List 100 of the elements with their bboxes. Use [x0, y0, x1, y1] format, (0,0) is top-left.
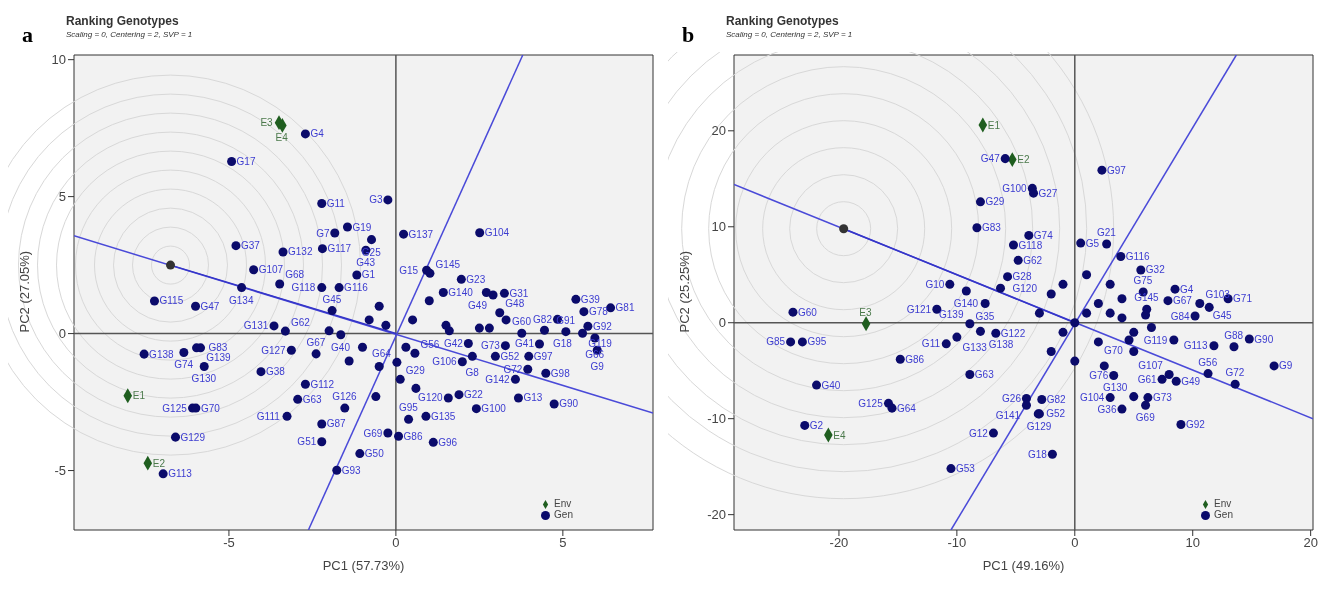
y-tick-label: -5: [54, 463, 66, 479]
data-label: G84: [1170, 310, 1191, 322]
data-label: G49: [1181, 375, 1201, 387]
data-label: G78: [588, 306, 609, 318]
data-label: G45: [322, 293, 342, 305]
x-axis-title: PC1 (57.73%): [322, 558, 405, 573]
data-label: G69: [363, 427, 383, 439]
data-label: G135: [430, 410, 456, 422]
data-label: G113: [1183, 340, 1208, 352]
data-label: G35: [975, 310, 995, 322]
data-label: G1: [361, 269, 376, 281]
data-label: G12: [969, 427, 989, 439]
data-label: G71: [1233, 293, 1253, 305]
data-label: G115: [159, 295, 184, 307]
data-label: G67: [1172, 295, 1193, 307]
data-label: G97: [533, 350, 554, 362]
data-label: G82: [1046, 393, 1067, 405]
data-label: E3: [260, 117, 274, 129]
data-label: G139: [939, 309, 964, 321]
data-label: G74: [1033, 229, 1054, 241]
data-label: E2: [152, 457, 166, 469]
data-label: G4: [310, 128, 325, 140]
y-tick-label: 10: [51, 52, 66, 68]
data-label: G11: [921, 338, 941, 350]
legend-label: Gen: [554, 509, 573, 520]
data-label: G22: [464, 389, 484, 401]
data-label: G98: [550, 367, 571, 379]
data-label: G131: [243, 320, 269, 332]
data-label: G83: [208, 342, 228, 354]
data-label: G129: [180, 431, 206, 443]
data-label: G120: [418, 392, 444, 404]
y-tick-label: -10: [707, 411, 726, 427]
chart-title: Ranking Genotypes: [66, 14, 179, 28]
data-label: G56: [1198, 356, 1218, 368]
data-label: G48: [505, 298, 525, 310]
data-label: G19: [352, 221, 372, 233]
data-label: G10: [925, 278, 945, 290]
data-label: G106: [432, 356, 458, 368]
data-label: G125: [858, 397, 884, 409]
data-label: G86: [905, 353, 925, 365]
data-label: G11: [326, 197, 346, 209]
data-label: G7: [316, 227, 330, 239]
data-label: G122: [1000, 327, 1026, 339]
data-label: G126: [332, 391, 358, 403]
legend-label: Env: [554, 498, 572, 509]
data-label: G26: [1002, 393, 1022, 405]
chart-subtitle: Scaling = 0, Centering = 2, SVP = 1: [66, 30, 193, 39]
x-tick-label: 10: [1185, 535, 1200, 551]
data-label: G42: [443, 337, 464, 349]
data-label: G103: [1205, 288, 1231, 300]
data-label: G47: [200, 300, 220, 312]
data-label: G47: [980, 153, 1001, 165]
data-label: G88: [1224, 329, 1244, 341]
data-label: G138: [988, 338, 1014, 350]
data-label: G49: [468, 299, 488, 311]
data-label: G85: [766, 336, 786, 348]
data-label: E4: [833, 429, 847, 441]
x-tick-label: 20: [1303, 535, 1318, 551]
data-label: G121: [906, 303, 932, 315]
data-label: G51: [297, 436, 317, 448]
data-label: G13: [523, 392, 543, 404]
data-label: G138: [149, 348, 175, 360]
data-label: G104: [484, 227, 510, 239]
data-label: G9: [590, 361, 605, 373]
data-label: G53: [955, 463, 976, 475]
data-label: G38: [265, 366, 286, 378]
data-label: G66: [585, 348, 605, 360]
data-label: G40: [821, 379, 841, 391]
data-label: G15: [399, 264, 419, 276]
data-label: G4: [1180, 283, 1194, 295]
data-label: G21: [1096, 227, 1117, 239]
data-label: G67: [306, 336, 326, 348]
data-label: G100: [481, 403, 507, 415]
data-label: G133: [962, 341, 988, 353]
data-label: G2: [809, 419, 824, 431]
data-label: G36: [1097, 403, 1117, 415]
data-label: G118: [291, 282, 316, 294]
data-label: G130: [1102, 382, 1128, 394]
data-label: G41: [515, 338, 535, 350]
data-label: G23: [466, 273, 486, 285]
data-label: G116: [1125, 251, 1150, 263]
data-label: G70: [200, 402, 221, 414]
y-axis-title: PC2 (27.05%): [16, 250, 32, 333]
data-label: G9: [1279, 360, 1293, 372]
data-label: G83: [981, 222, 1002, 234]
data-label: G142: [485, 373, 511, 385]
data-label: G62: [290, 316, 311, 328]
data-label: G32: [1145, 264, 1166, 276]
data-label: G61: [1137, 373, 1157, 385]
data-label: E1: [987, 119, 1001, 131]
data-label: G52: [500, 350, 520, 362]
legend-label: Env: [1214, 498, 1232, 509]
data-label: G118: [1018, 239, 1043, 251]
data-label: E2: [1017, 154, 1030, 166]
data-label: G76: [1089, 370, 1109, 382]
data-label: G18: [1027, 448, 1048, 460]
data-label: G17: [236, 156, 256, 168]
data-label: G31: [509, 287, 529, 299]
data-label: G60: [512, 316, 532, 328]
chart-subtitle: Scaling = 0, Centering = 2, SVP = 1: [726, 30, 853, 39]
